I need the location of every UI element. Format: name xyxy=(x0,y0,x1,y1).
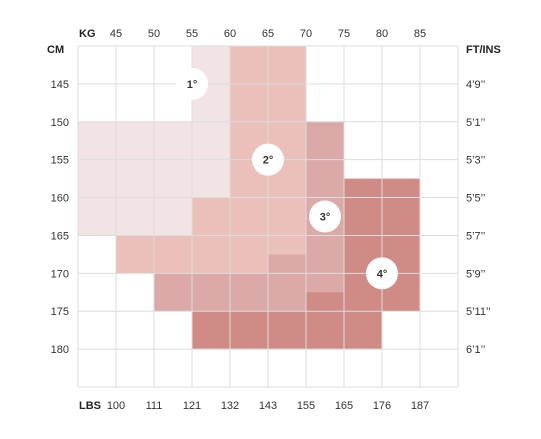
lbs-axis-unit: LBS xyxy=(79,400,101,412)
lbs-tick-label: 100 xyxy=(107,400,125,412)
lbs-tick-label: 132 xyxy=(221,400,239,412)
ftins-tick-label: 6’1’’ xyxy=(466,344,485,356)
zone-2-label-circle xyxy=(252,143,284,176)
kg-tick-label: 75 xyxy=(338,28,350,40)
zone-4-block-2 xyxy=(306,292,344,312)
kg-tick-label: 80 xyxy=(376,28,388,40)
kg-tick-label: 55 xyxy=(186,28,198,40)
zone-4-block-3 xyxy=(192,311,382,350)
ftins-tick-label: 5’5’’ xyxy=(466,193,485,205)
lbs-tick-label: 111 xyxy=(146,400,163,412)
zone-1-label: 1° xyxy=(187,79,198,91)
zone-4-label-circle xyxy=(366,257,398,290)
kg-tick-label: 50 xyxy=(148,28,160,40)
zone-2-block-2 xyxy=(192,197,306,236)
zone-2-label: 2° xyxy=(263,155,274,167)
kg-tick-label: 70 xyxy=(300,28,312,40)
ftins-tick-label: 4’9’’ xyxy=(466,79,485,91)
ftins-tick-label: 5’1’’ xyxy=(466,117,485,129)
lbs-tick-label: 121 xyxy=(183,400,201,412)
kg-tick-label: 45 xyxy=(110,28,122,40)
ftins-tick-label: 5’7’’ xyxy=(466,230,485,242)
zone-4-label: 4° xyxy=(377,268,388,280)
zone-1-label-circle xyxy=(176,67,208,100)
kg-axis-unit: KG xyxy=(79,28,96,40)
cm-tick-label: 165 xyxy=(51,230,69,242)
ftins-tick-label: 5’9’’ xyxy=(466,268,485,280)
cm-axis-unit: CM xyxy=(47,44,64,56)
cm-tick-label: 150 xyxy=(51,117,69,129)
grid xyxy=(77,45,459,388)
zone-3-block-2 xyxy=(268,254,306,312)
lbs-tick-label: 143 xyxy=(259,400,277,412)
cm-tick-label: 170 xyxy=(51,268,69,280)
cm-tick-label: 155 xyxy=(51,155,69,167)
zone-3-label: 3° xyxy=(320,212,331,224)
ftins-tick-label: 5’3’’ xyxy=(466,155,485,167)
lbs-tick-label: 165 xyxy=(335,400,353,412)
kg-tick-label: 60 xyxy=(224,28,236,40)
cm-tick-label: 160 xyxy=(51,193,69,205)
zone-labels: 1° 2° 3° 4° xyxy=(176,67,398,290)
zone-3-block-3 xyxy=(154,273,268,312)
lbs-tick-label: 187 xyxy=(411,400,429,412)
axis-ticks: 45 50 55 60 65 70 75 80 85 100 111 121 132 143 155 165 1… xyxy=(51,28,491,412)
kg-tick-label: 85 xyxy=(414,28,426,40)
ftins-tick-label: 5’11’’ xyxy=(466,306,491,318)
lbs-tick-label: 176 xyxy=(373,400,391,412)
zone-3-label-circle xyxy=(309,200,341,233)
ftins-axis-unit: FT/INS xyxy=(466,44,501,56)
kg-tick-label: 65 xyxy=(262,28,274,40)
cm-tick-label: 175 xyxy=(51,306,69,318)
cm-tick-label: 145 xyxy=(51,79,69,91)
lbs-tick-label: 155 xyxy=(297,400,315,412)
cm-tick-label: 180 xyxy=(51,344,69,356)
